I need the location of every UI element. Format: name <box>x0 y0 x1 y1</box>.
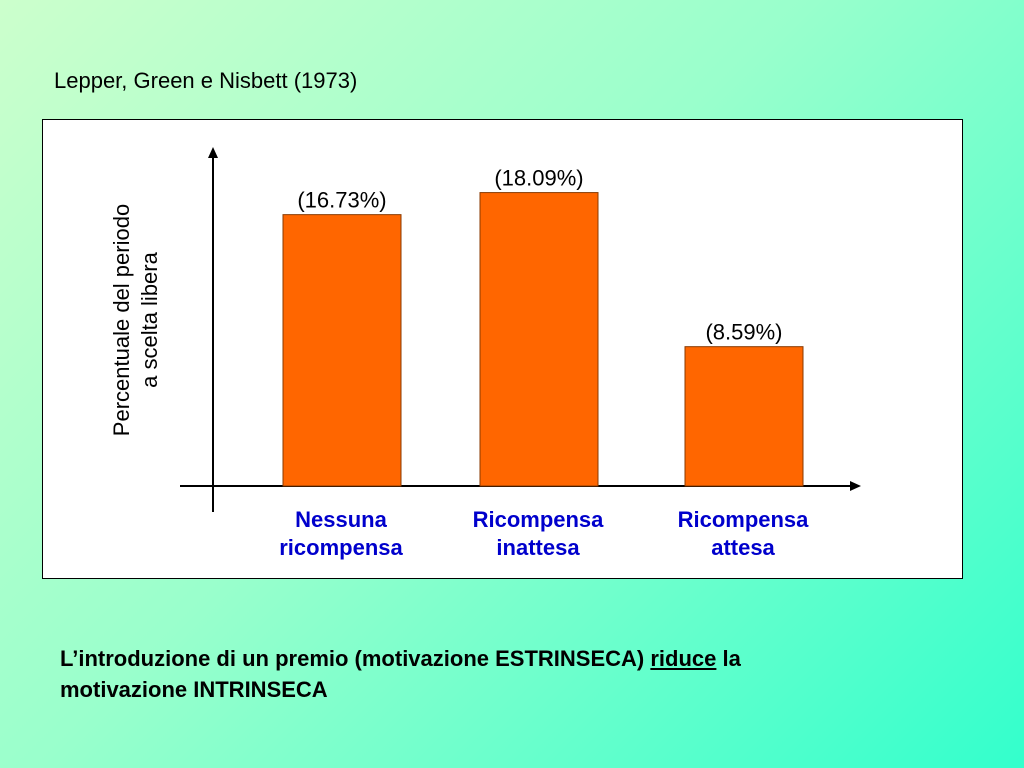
bar <box>684 346 804 487</box>
x-category-label: Nessuna ricompensa <box>241 506 441 562</box>
x-category-label-line-2: ricompensa <box>279 535 403 560</box>
bar-value-label: (18.09%) <box>494 166 583 191</box>
conclusion-part-2: la <box>716 646 741 671</box>
y-axis-label-line-1: Percentuale del periodo <box>109 203 134 437</box>
x-category-label-line-1: Ricompensa <box>677 507 809 532</box>
x-category-label-line-2: inattesa <box>496 535 580 560</box>
bar-value-label: (16.73%) <box>297 188 386 213</box>
conclusion-text: L’introduzione di un premio (motivazione… <box>60 643 960 705</box>
x-category-label: Ricompensa attesa <box>643 506 843 562</box>
bar <box>479 192 599 487</box>
y-axis-label-line-2: a scelta libera <box>137 252 162 388</box>
chart-value-labels: (16.73%) (18.09%) (8.59%) <box>297 166 782 345</box>
slide-title: Lepper, Green e Nisbett (1973) <box>54 68 358 93</box>
x-category-label-line-1: Ricompensa <box>472 507 604 532</box>
x-category-label-line-1: Nessuna <box>295 507 387 532</box>
y-axis-arrow-icon <box>208 147 218 158</box>
bar-chart: (16.73%) (18.09%) (8.59%) <box>180 147 861 512</box>
chart-bars <box>282 192 804 487</box>
x-axis-arrow-icon <box>850 481 861 491</box>
x-category-label-line-2: attesa <box>711 535 775 560</box>
y-axis-label: Percentuale del periodo a scelta libera <box>108 204 164 436</box>
bar <box>282 214 402 487</box>
x-category-label: Ricompensa inattesa <box>438 506 638 562</box>
chart-panel: (16.73%) (18.09%) (8.59%) <box>42 119 963 579</box>
conclusion-emphasis: riduce <box>650 646 717 671</box>
conclusion-part-1: L’introduzione di un premio (motivazione… <box>60 646 651 671</box>
conclusion-line-2: motivazione INTRINSECA <box>60 677 328 702</box>
bar-value-label: (8.59%) <box>705 320 782 345</box>
